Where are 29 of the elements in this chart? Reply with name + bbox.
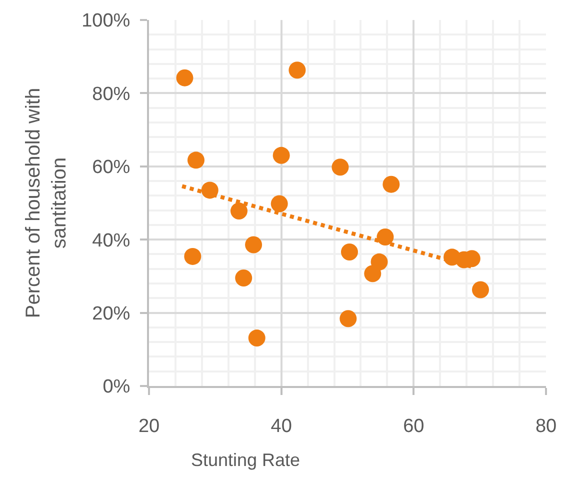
point xyxy=(288,62,306,79)
point xyxy=(230,202,248,220)
point xyxy=(270,195,288,212)
point xyxy=(340,244,358,261)
y-tick-label: 80% xyxy=(92,84,130,105)
x-tick-label: 60 xyxy=(403,416,424,437)
point xyxy=(248,330,266,347)
point xyxy=(184,248,202,265)
x-axis-title: Stunting Rate xyxy=(191,450,300,470)
point xyxy=(187,152,204,169)
point xyxy=(176,69,194,86)
point xyxy=(235,270,252,287)
y-tick-label: 60% xyxy=(92,157,130,178)
x-tick-label: 40 xyxy=(270,416,292,437)
point xyxy=(272,146,290,164)
point xyxy=(364,265,382,282)
y-tick-label: 40% xyxy=(92,230,130,252)
y-axis-title: Percent of household with santitation xyxy=(22,88,71,318)
point xyxy=(245,236,262,254)
point xyxy=(340,310,357,328)
y-tick-label: 0% xyxy=(102,376,130,398)
point xyxy=(382,176,400,193)
x-tick-label: 80 xyxy=(535,416,557,437)
point xyxy=(472,281,489,298)
y-tick-label: 100% xyxy=(82,10,130,32)
point xyxy=(332,158,349,176)
point xyxy=(376,228,394,246)
x-tick-label: 20 xyxy=(138,416,160,437)
y-tick-label: 20% xyxy=(92,303,130,324)
